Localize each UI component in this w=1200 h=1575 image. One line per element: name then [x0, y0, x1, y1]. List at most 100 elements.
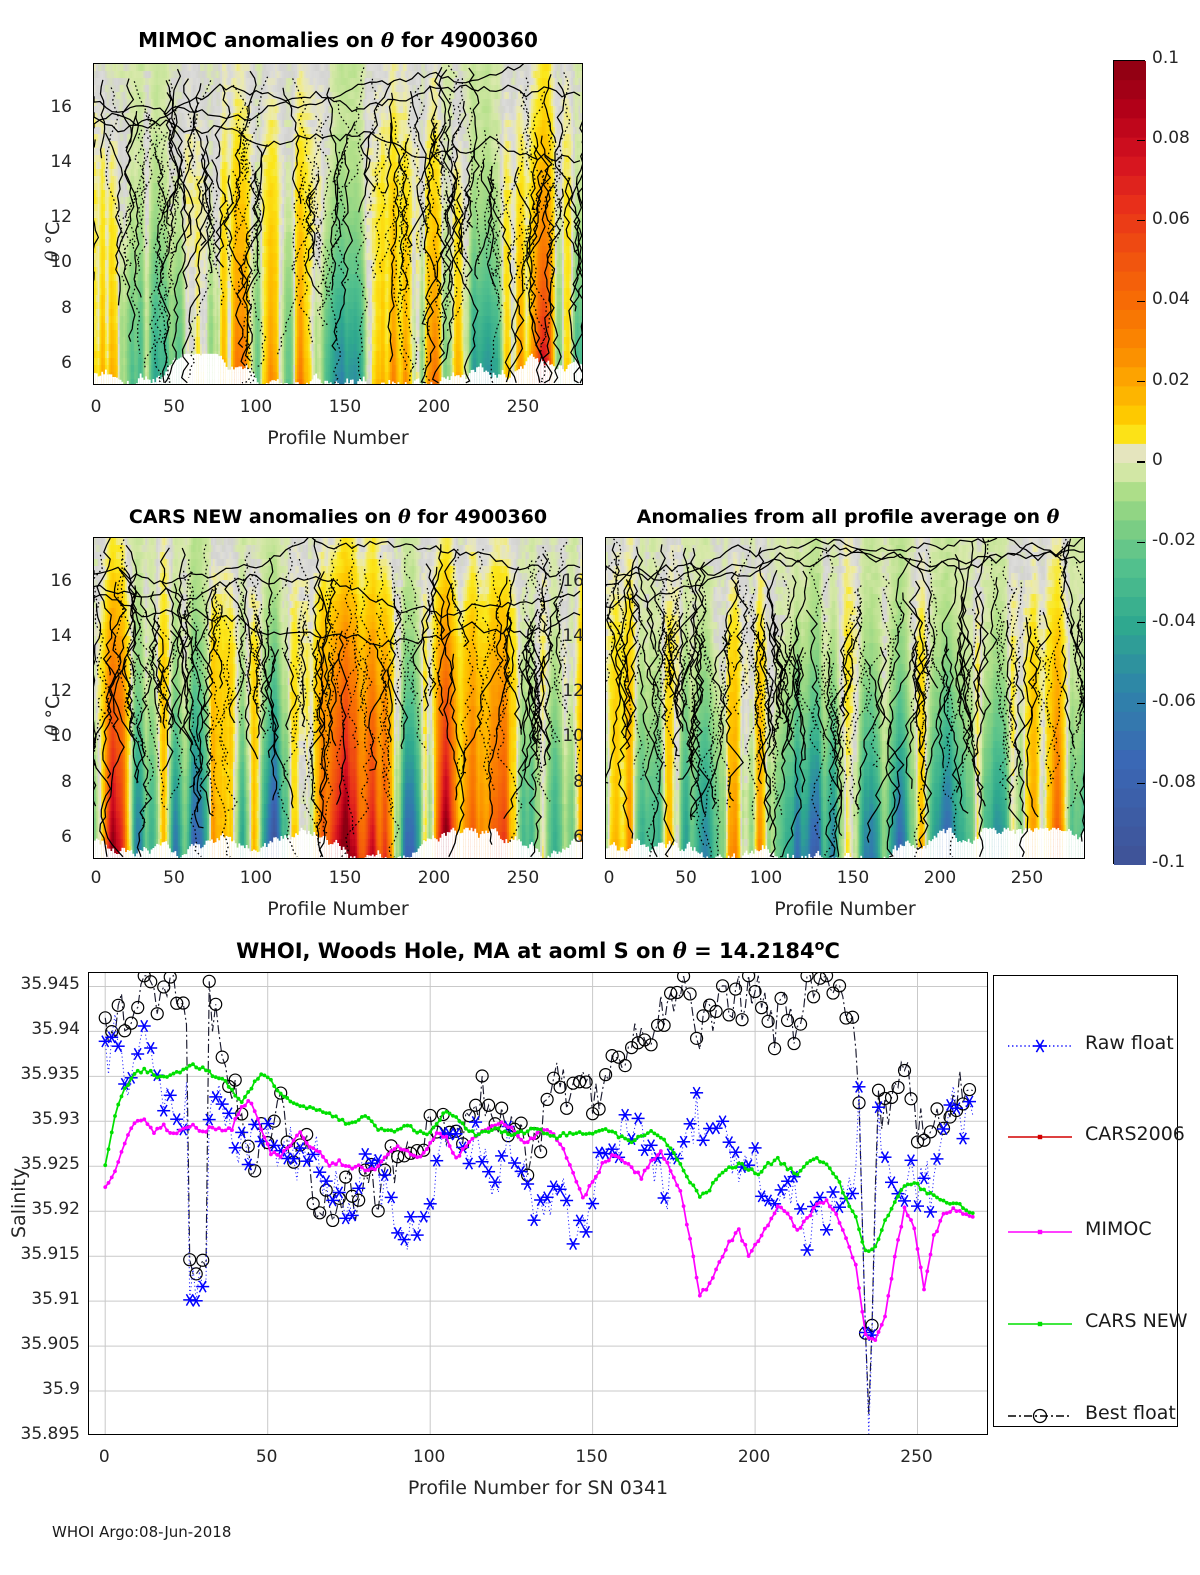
- panel-midright-xtick-0: 0: [591, 868, 627, 888]
- panel-midleft-xtick-3: 150: [327, 868, 363, 888]
- panel-top-xtick-1: 50: [156, 397, 192, 417]
- panel-bottom-xlabel: Profile Number for SN 0341: [88, 1477, 988, 1499]
- panel-top-xtick-4: 200: [416, 397, 452, 417]
- panel-bottom-ytick-label: 35.895: [0, 1424, 80, 1444]
- legend-label-cars2006: CARS2006: [1085, 1123, 1185, 1145]
- colorbar-tickmark: [1137, 622, 1145, 624]
- panel-carsnew-anomalies[interactable]: [93, 537, 583, 859]
- panel-midleft-ytick-1: 14: [38, 626, 72, 646]
- panel-midright-title-pre: Anomalies from all profile average on: [637, 506, 1047, 528]
- panel-top-ytick-1: 14: [38, 152, 72, 172]
- degree-superscript: o: [815, 938, 825, 954]
- panel-midright-xtick-3: 150: [835, 868, 871, 888]
- panel-bottom-xtick-label: 150: [572, 1447, 612, 1467]
- panel-bottom-ytick-label: 35.925: [0, 1154, 80, 1174]
- colorbar-tickmark: [1137, 702, 1145, 704]
- salinity-timeseries-plot[interactable]: [88, 972, 988, 1435]
- panel-midleft-ytick-3: 10: [38, 726, 72, 746]
- colorbar-tick-label: -0.04: [1152, 611, 1196, 631]
- panel-top-ytick-0: 16: [38, 97, 72, 117]
- panel-midright-ytick-1: 14: [550, 626, 584, 646]
- panel-midleft-ytick-2: 12: [38, 681, 72, 701]
- panel-midleft-xtick-4: 200: [416, 868, 452, 888]
- panel-top-title-post: for 4900360: [394, 28, 538, 52]
- panel-midright-xtick-2: 100: [748, 868, 784, 888]
- panel-bottom-ytick-label: 35.945: [0, 974, 80, 994]
- colorbar-tick-label: -0.06: [1152, 691, 1196, 711]
- panel-top-xtick-5: 250: [505, 397, 541, 417]
- panel-midleft-xtick-0: 0: [78, 868, 114, 888]
- panel-top-xtick-3: 150: [327, 397, 363, 417]
- panel-midright-ytick-4: 8: [550, 772, 584, 792]
- panel-top-title-pre: MIMOC anomalies on: [138, 28, 381, 52]
- footer-text: WHOI Argo:08-Jun-2018: [52, 1523, 231, 1541]
- panel-bottom-title-post: C: [824, 939, 839, 963]
- panel-midright-ytick-2: 12: [550, 681, 584, 701]
- panel-midright-xtick-4: 200: [922, 868, 958, 888]
- panel-bottom-title: WHOI, Woods Hole, MA at aoml S on θ = 14…: [88, 938, 988, 963]
- legend-label-cars-new: CARS NEW: [1085, 1310, 1188, 1332]
- colorbar-tickmark: [1137, 139, 1145, 142]
- panel-midleft-title-post: for 4900360: [411, 506, 547, 528]
- panel-bottom-ytick-label: 35.94: [0, 1019, 80, 1039]
- colorbar-tick-label: -0.1: [1152, 852, 1185, 872]
- panel-bottom-ytick-label: 35.9: [0, 1379, 80, 1399]
- panel-profile-average-anomalies[interactable]: [605, 537, 1085, 859]
- panel-midleft-xlabel: Profile Number: [93, 898, 583, 920]
- colorbar-tick-label: 0: [1152, 450, 1163, 470]
- panel-midright-title: Anomalies from all profile average on θ: [598, 506, 1098, 528]
- panel-bottom-ytick-label: 35.91: [0, 1289, 80, 1309]
- panel-midleft-ytick-5: 6: [38, 827, 72, 847]
- theta-symbol: θ: [381, 28, 394, 52]
- colorbar-tick-label: 0.1: [1152, 48, 1179, 68]
- panel-top-xtick-2: 100: [238, 397, 274, 417]
- panel-top-xlabel: Profile Number: [93, 427, 583, 449]
- legend-label-raw-float: Raw float: [1085, 1032, 1174, 1054]
- panel-midright-ytick-5: 6: [550, 827, 584, 847]
- panel-bottom-ytick-label: 35.935: [0, 1064, 80, 1084]
- legend-box: [993, 975, 1178, 1427]
- legend-label-mimoc: MIMOC: [1085, 1218, 1152, 1240]
- panel-bottom-title-mid: = 14.2184: [687, 939, 815, 963]
- panel-mimoc-anomalies[interactable]: [93, 63, 583, 385]
- panel-midright-xtick-1: 50: [668, 868, 704, 888]
- panel-top-ytick-4: 8: [38, 298, 72, 318]
- colorbar-tick-label: 0.02: [1152, 370, 1190, 390]
- panel-top-xtick-0: 0: [78, 397, 114, 417]
- panel-bottom-ytick-label: 35.915: [0, 1244, 80, 1264]
- panel-bottom-xtick-label: 0: [84, 1447, 124, 1467]
- colorbar[interactable]: [1113, 60, 1146, 866]
- panel-midright-ytick-0: 16: [550, 571, 584, 591]
- colorbar-tick-label: 0.06: [1152, 209, 1190, 229]
- panel-midright-xlabel: Profile Number: [605, 898, 1085, 920]
- panel-midright-ytick-3: 10: [550, 726, 584, 746]
- colorbar-tickmark: [1137, 380, 1145, 383]
- panel-midleft-xtick-1: 50: [156, 868, 192, 888]
- colorbar-tickmark: [1137, 782, 1145, 785]
- panel-bottom-xtick-label: 100: [409, 1447, 449, 1467]
- theta-symbol: θ: [398, 506, 411, 528]
- panel-midleft-title-pre: CARS NEW anomalies on: [129, 506, 398, 528]
- colorbar-tick-label: -0.02: [1152, 530, 1196, 550]
- panel-bottom-ytick-label: 35.92: [0, 1199, 80, 1219]
- colorbar-tick-label: 0.08: [1152, 128, 1190, 148]
- panel-bottom-xtick-label: 50: [247, 1447, 287, 1467]
- panel-bottom-ytick-label: 35.905: [0, 1334, 80, 1354]
- panel-midleft-ytick-0: 16: [38, 571, 72, 591]
- colorbar-tickmark: [1137, 220, 1145, 222]
- colorbar-tickmark: [1137, 300, 1145, 302]
- panel-top-title: MIMOC anomalies on θ for 4900360: [93, 28, 583, 52]
- panel-bottom-ytick-label: 35.93: [0, 1109, 80, 1129]
- panel-midleft-xtick-5: 250: [505, 868, 541, 888]
- panel-midright-xtick-5: 250: [1009, 868, 1045, 888]
- panel-midleft-ytick-4: 8: [38, 772, 72, 792]
- panel-bottom-xtick-label: 200: [734, 1447, 774, 1467]
- panel-midleft-xtick-2: 100: [238, 868, 274, 888]
- panel-top-ytick-2: 12: [38, 207, 72, 227]
- legend-label-best-float: Best float: [1085, 1402, 1176, 1424]
- colorbar-tick-label: 0.04: [1152, 289, 1190, 309]
- theta-symbol: θ: [673, 938, 687, 963]
- theta-symbol: θ: [1047, 506, 1060, 528]
- panel-top-ytick-3: 10: [38, 252, 72, 272]
